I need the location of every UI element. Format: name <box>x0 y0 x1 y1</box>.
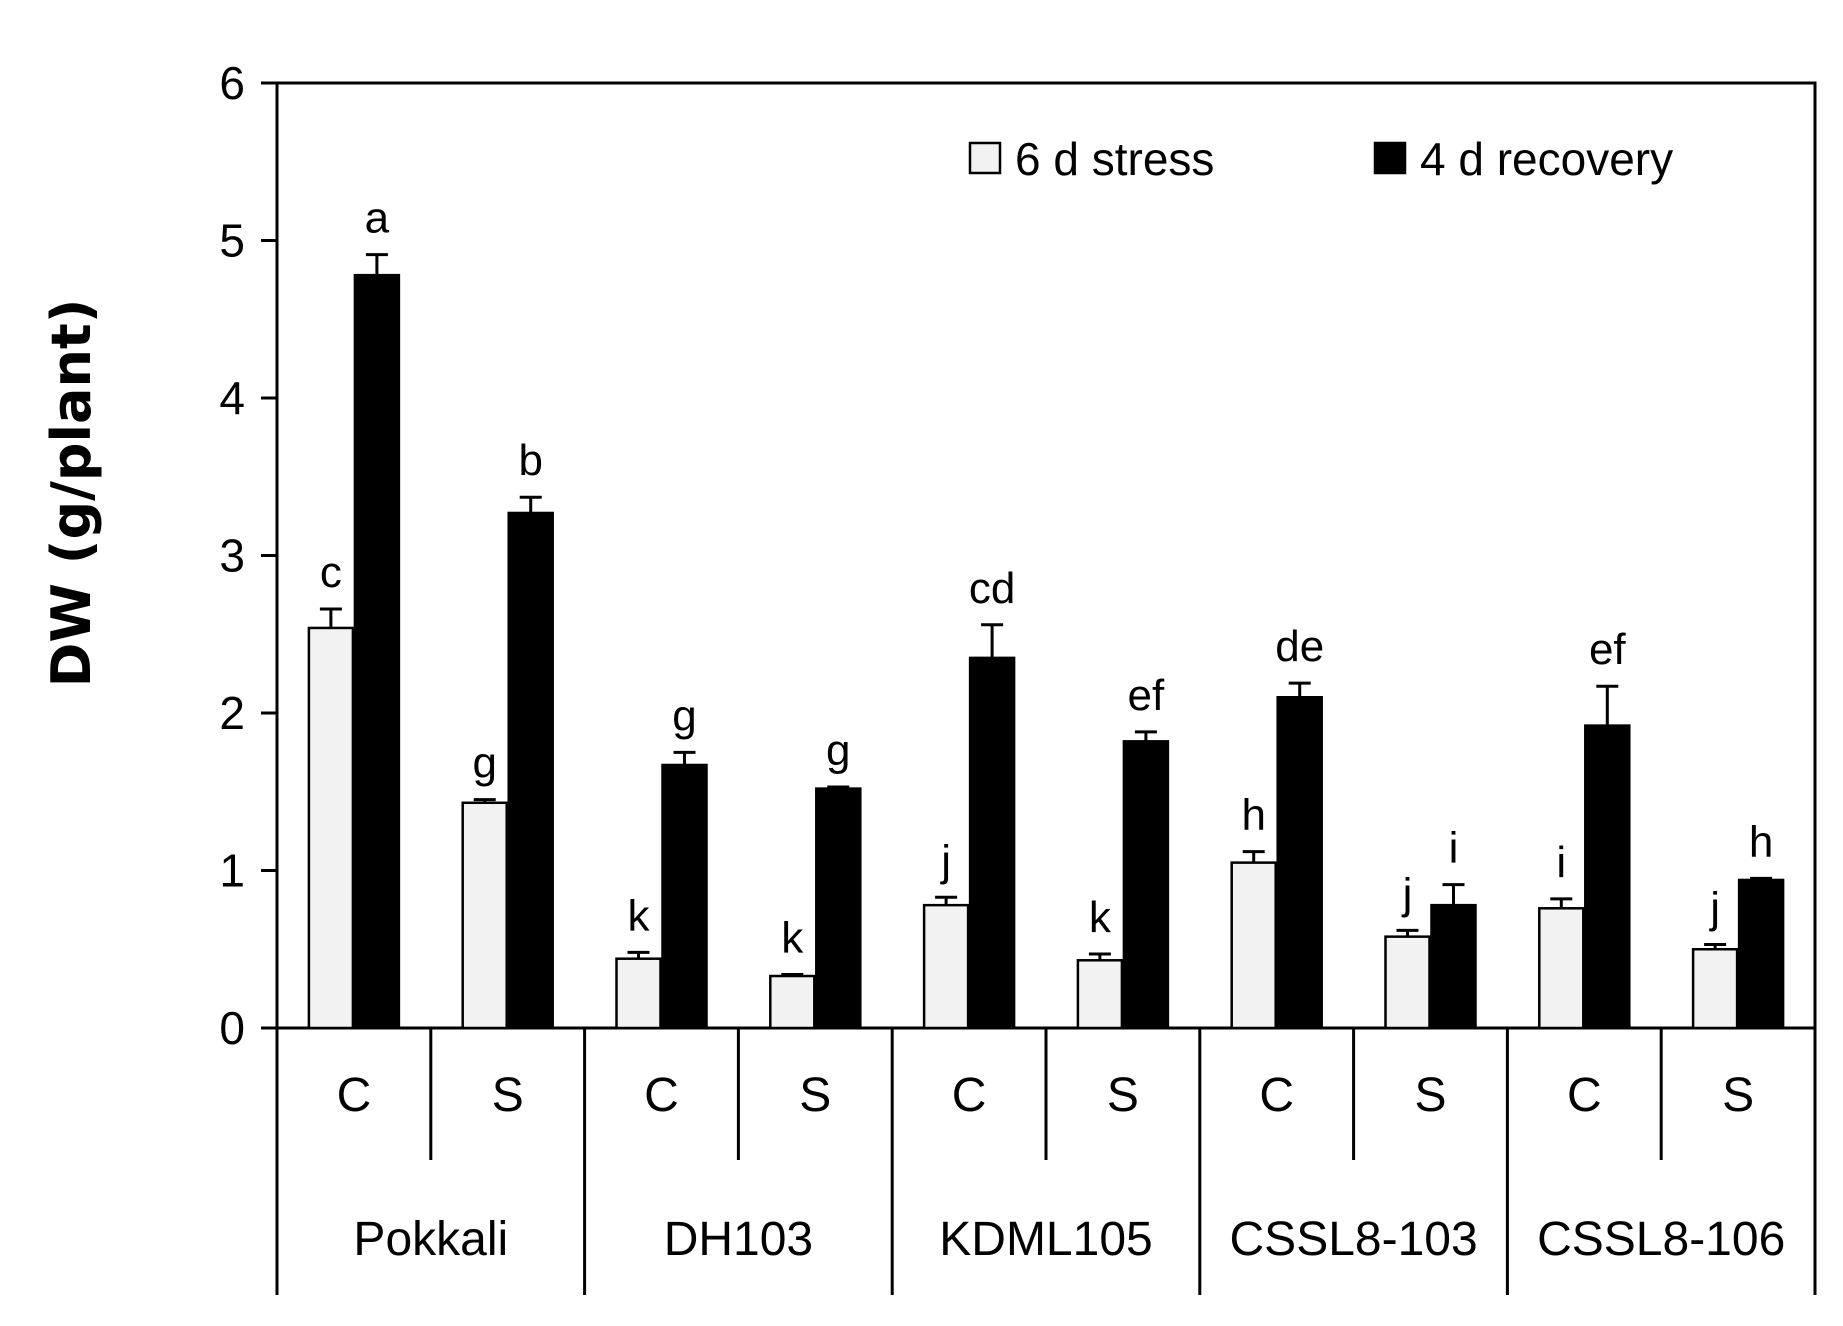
bar-stress <box>1230 861 1277 1030</box>
bar-recovery <box>1584 724 1631 1030</box>
significance-letter: de <box>1275 622 1324 671</box>
significance-letter: h <box>1749 817 1773 866</box>
bar-stress <box>1538 907 1585 1030</box>
significance-letter: k <box>628 891 651 940</box>
bar-stress <box>769 974 816 1030</box>
bar-recovery <box>1737 878 1785 1030</box>
bar-stress <box>1076 959 1124 1030</box>
legend-label: 4 d recovery <box>1420 133 1673 185</box>
y-tick-label: 5 <box>219 215 245 267</box>
category-label: C <box>952 1069 987 1122</box>
bar-stress <box>307 626 355 1030</box>
significance-letter: j <box>1708 884 1720 933</box>
category-label: S <box>799 1069 831 1122</box>
significance-letter: b <box>518 436 542 485</box>
bar-stress <box>922 903 970 1030</box>
bar-stress <box>461 801 508 1030</box>
significance-letter: ef <box>1589 625 1626 674</box>
y-tick-label: 6 <box>219 57 245 109</box>
y-tick-label: 1 <box>219 845 245 897</box>
significance-letter: h <box>1241 791 1265 840</box>
bar-recovery <box>1122 740 1170 1030</box>
group-label: Pokkali <box>353 1213 508 1266</box>
bar-recovery <box>1276 696 1323 1030</box>
bar-recovery <box>353 273 401 1030</box>
group-label: CSSL8-106 <box>1537 1213 1785 1266</box>
significance-letter: g <box>826 726 850 775</box>
category-label: C <box>337 1069 372 1122</box>
significance-letter: i <box>1556 838 1566 887</box>
bar-recovery <box>815 787 862 1030</box>
bar-stress <box>615 957 662 1030</box>
category-label: S <box>1107 1069 1139 1122</box>
group-label: CSSL8-103 <box>1230 1213 1478 1266</box>
legend-swatch-stress <box>968 141 1002 175</box>
group-label: DH103 <box>664 1213 813 1266</box>
significance-letter: c <box>320 548 342 597</box>
category-label: S <box>492 1069 524 1122</box>
significance-letter: g <box>472 739 496 788</box>
y-tick-label: 3 <box>219 530 245 582</box>
category-label: C <box>1567 1069 1602 1122</box>
y-axis: 0 1 2 3 4 5 6 <box>219 57 277 1054</box>
y-axis-label: DW (g/plant) <box>40 299 103 688</box>
legend: 6 d stress 4 d recovery <box>968 133 1673 185</box>
category-label: S <box>1722 1069 1754 1122</box>
significance-letter: j <box>1401 869 1413 918</box>
bar-recovery <box>1430 903 1477 1030</box>
x-axis: C S C S C S C S C S Pokkali DH103 KDML105 CSSL8-103 CS… <box>275 1028 1817 1295</box>
bar-recovery <box>507 511 554 1030</box>
significance-letter: j <box>939 836 951 885</box>
significance-letter: a <box>365 194 390 243</box>
significance-letter: g <box>672 691 696 740</box>
significance-letter: k <box>1089 893 1112 942</box>
y-tick-label: 2 <box>219 687 245 739</box>
bar-stress <box>1384 935 1431 1030</box>
legend-swatch-recovery <box>1373 141 1407 175</box>
category-label: C <box>1259 1069 1294 1122</box>
y-tick-label: 4 <box>219 372 245 424</box>
significance-letter: k <box>781 913 804 962</box>
bar-recovery <box>968 656 1016 1030</box>
legend-label: 6 d stress <box>1015 133 1214 185</box>
significance-letter: cd <box>969 564 1015 613</box>
bar-recovery <box>661 763 708 1030</box>
group-label: KDML105 <box>939 1213 1152 1266</box>
significance-letter: i <box>1449 824 1459 873</box>
y-tick-label: 0 <box>219 1002 245 1054</box>
category-label: S <box>1414 1069 1446 1122</box>
category-label: C <box>644 1069 679 1122</box>
bar-stress <box>1691 948 1739 1030</box>
significance-letter: ef <box>1128 671 1165 720</box>
